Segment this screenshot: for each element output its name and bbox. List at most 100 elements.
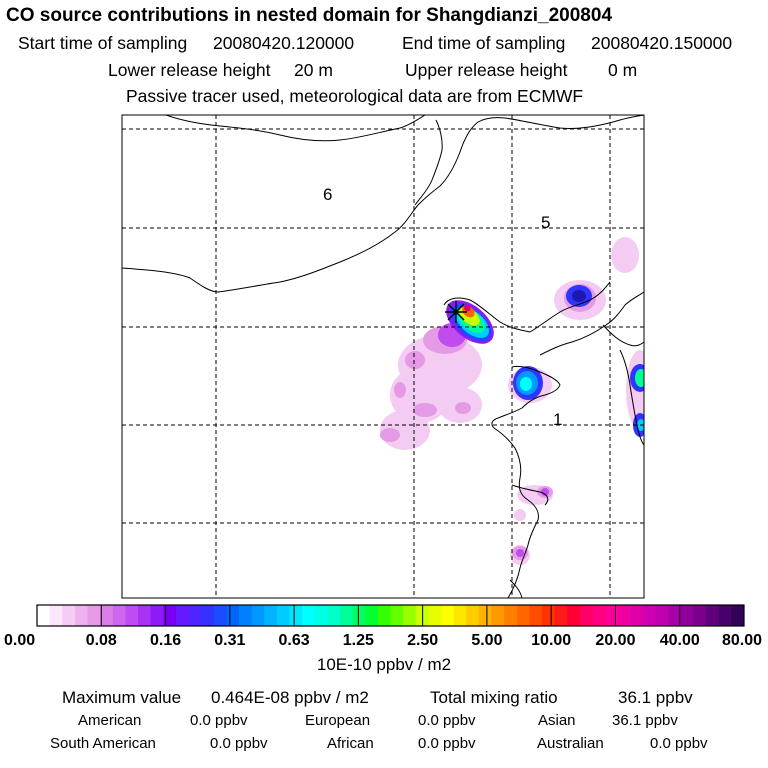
contribution-value-american: 0.0 ppbv: [190, 712, 248, 729]
total-mixing-value: 36.1 ppbv: [618, 688, 693, 707]
colorbar-cell: [37, 605, 51, 626]
contribution-name-american: American: [78, 712, 142, 729]
colorbar-cell: [453, 605, 467, 626]
colorbar-cell: [731, 605, 745, 626]
colorbar-cell: [276, 605, 290, 626]
colorbar-cell: [617, 605, 631, 626]
colorbar-cell: [466, 605, 480, 626]
start-time-value: 20080420.120000: [213, 33, 355, 53]
region-label-1: 1: [553, 410, 562, 429]
end-time-label: End time of sampling: [402, 33, 566, 53]
colorbar-cell: [491, 605, 505, 626]
colorbar-cell: [529, 605, 543, 626]
colorbar-cell: [175, 605, 189, 626]
contribution-value-african: 0.0 ppbv: [418, 735, 476, 752]
colorbar-cell: [188, 605, 202, 626]
lower-release-value: 20 m: [294, 60, 333, 80]
colorbar-cell: [377, 605, 391, 626]
chart-title: CO source contributions in nested domain…: [6, 5, 613, 26]
colorbar-cell: [441, 605, 455, 626]
colorbar-cell: [478, 605, 492, 626]
colorbar-cell: [554, 605, 568, 626]
colorbar-cell: [390, 605, 404, 626]
colorbar-cell: [365, 605, 379, 626]
colorbar-cell: [655, 605, 669, 626]
colorbar-cell: [100, 605, 114, 626]
contribution-value-asian: 36.1 ppbv: [612, 712, 678, 729]
colorbar-cell: [504, 605, 518, 626]
colorbar-cell: [668, 605, 682, 626]
colorbar-cell: [693, 605, 707, 626]
colorbar-cell: [352, 605, 366, 626]
colorbar-cell: [150, 605, 164, 626]
start-time-label: Start time of sampling: [18, 33, 188, 53]
colorbar-tick-label: 1.25: [343, 632, 374, 649]
grid-lines: [122, 115, 644, 598]
colorbar-cell: [680, 605, 694, 626]
lower-release-label: Lower release height: [108, 60, 271, 80]
colorbar-tick-label: 80.00: [722, 632, 762, 649]
contribution-name-european: European: [305, 712, 371, 729]
colorbar-cell: [74, 605, 88, 626]
contribution-name-african: African: [327, 735, 374, 752]
end-time-value: 20080420.150000: [591, 33, 733, 53]
contribution-name-australian: Australian: [537, 735, 604, 752]
colorbar-cell: [289, 605, 303, 626]
contribution-value-south-american: 0.0 ppbv: [210, 735, 268, 752]
colorbar-cell: [201, 605, 215, 626]
colorbar-cell: [542, 605, 556, 626]
colorbar-cell: [516, 605, 530, 626]
contribution-value-australian: 0.0 ppbv: [650, 735, 708, 752]
map-plot: 6 5 1: [121, 114, 645, 599]
colorbar-cell: [579, 605, 593, 626]
colorbar-tick-label: 0.00: [4, 632, 35, 649]
colorbar-cell: [163, 605, 177, 626]
tracer-note: Passive tracer used, meteorological data…: [126, 86, 584, 106]
colorbar-cell: [643, 605, 657, 626]
colorbar-cell: [264, 605, 278, 626]
colorbar-cell: [49, 605, 63, 626]
colorbar-cell: [340, 605, 354, 626]
maximum-label: Maximum value: [62, 688, 182, 707]
coastlines: [122, 115, 644, 598]
colorbar-cell: [605, 605, 619, 626]
colorbar-tick-label: 20.00: [595, 632, 635, 649]
colorbar-cell: [125, 605, 139, 626]
colorbar-cell: [112, 605, 126, 626]
colorbar-cell: [567, 605, 581, 626]
colorbar-cell: [630, 605, 644, 626]
total-mixing-label: Total mixing ratio: [430, 688, 558, 707]
colorbar-cell: [226, 605, 240, 626]
colorbar-tick-label: 2.50: [407, 632, 438, 649]
colorbar-cell: [327, 605, 341, 626]
colorbar-cell: [138, 605, 152, 626]
receptor-site-marker: [445, 301, 467, 323]
colorbar-cell: [302, 605, 316, 626]
colorbar-unit: 10E-10 ppbv / m2: [316, 655, 452, 674]
colorbar-cell: [239, 605, 253, 626]
colorbar-cell: [251, 605, 265, 626]
colorbar-cell: [592, 605, 606, 626]
concentration-field: [380, 237, 644, 565]
colorbar-tick-label: 0.31: [214, 632, 245, 649]
colorbar-cell: [428, 605, 442, 626]
colorbar-tick-label: 40.00: [660, 632, 700, 649]
map-frame: [121, 114, 645, 599]
colorbar-cell: [718, 605, 732, 626]
colorbar-cell: [403, 605, 417, 626]
colorbar: 0.00 0.08 0.16 0.31 0.63 1.25 2.50 5.00 10.00 20.…: [4, 604, 762, 649]
colorbar-tick-label: 0.63: [279, 632, 310, 649]
maximum-value: 0.464E-08 ppbv / m2: [211, 688, 369, 707]
colorbar-tick-label: 0.16: [150, 632, 181, 649]
colorbar-tick-label: 0.08: [86, 632, 117, 649]
contribution-value-european: 0.0 ppbv: [418, 712, 476, 729]
colorbar-cell: [62, 605, 76, 626]
colorbar-tick-label: 10.00: [531, 632, 571, 649]
upper-release-value: 0 m: [608, 60, 638, 80]
upper-release-label: Upper release height: [405, 60, 568, 80]
region-label-6: 6: [323, 185, 332, 204]
colorbar-cell: [706, 605, 720, 626]
region-label-5: 5: [541, 213, 550, 232]
colorbar-tick-label: 5.00: [471, 632, 502, 649]
colorbar-cell: [314, 605, 328, 626]
